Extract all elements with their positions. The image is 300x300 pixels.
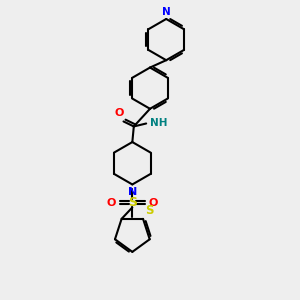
Text: O: O	[115, 108, 124, 118]
Text: S: S	[146, 204, 154, 218]
Text: NH: NH	[150, 118, 167, 128]
Text: O: O	[148, 198, 158, 208]
Text: N: N	[128, 188, 137, 197]
Text: S: S	[128, 196, 137, 209]
Text: N: N	[162, 7, 171, 17]
Text: O: O	[107, 198, 116, 208]
